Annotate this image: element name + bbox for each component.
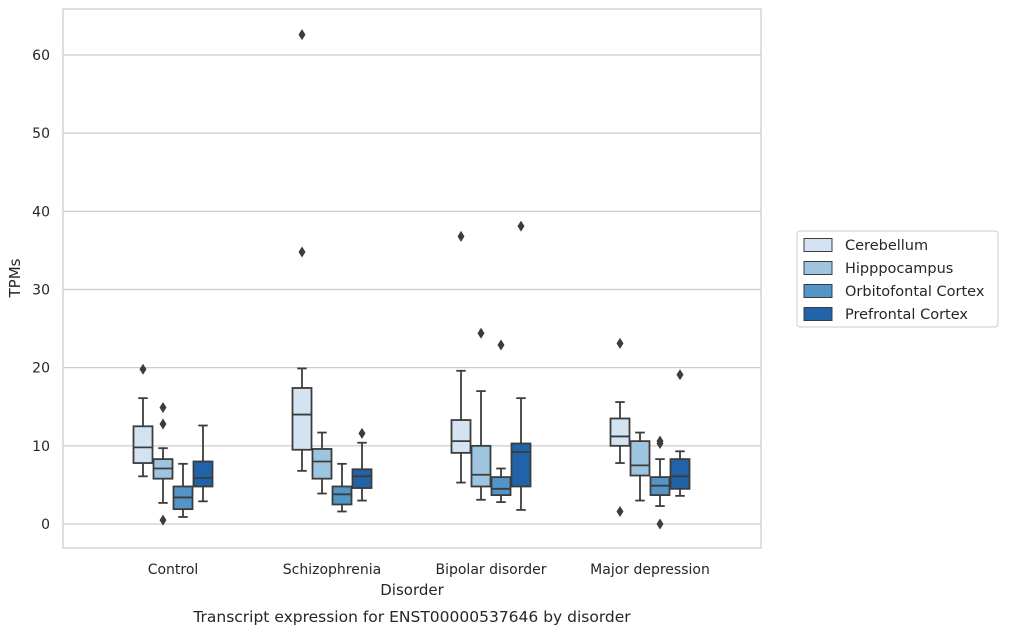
legend-label: Hipppocampus [845, 261, 953, 277]
box-cerebellum [132, 363, 154, 478]
box-body [669, 458, 691, 490]
x-axis-label: Disorder [380, 581, 444, 599]
box-body [609, 417, 631, 447]
y-tick-label: 60 [32, 48, 50, 64]
x-tick-label: Control [148, 562, 199, 578]
y-tick-label: 40 [32, 204, 50, 220]
box-cerebellum [450, 230, 472, 484]
box-body [291, 387, 313, 451]
legend-swatch [803, 307, 833, 321]
legend-label: Cerebellum [845, 238, 928, 254]
outlier-point [656, 518, 664, 530]
x-tick-labels: Control Schizophrenia Bipolar disorder Majo… [148, 562, 710, 578]
outlier-point [477, 327, 485, 339]
outlier-point [616, 505, 624, 517]
x-tick-label: Bipolar disorder [435, 562, 546, 578]
plot-frame [62, 8, 762, 549]
box-prefrontal-cortex [351, 427, 373, 502]
box-plots [132, 29, 691, 530]
box-hipppocampus [470, 327, 492, 501]
outlier-point [358, 427, 366, 439]
y-axis-label: TPMs [6, 258, 24, 298]
box-body [331, 485, 353, 506]
box-body [629, 440, 651, 477]
legend-swatch [803, 261, 833, 275]
box-orbitofontal-cortex [490, 339, 512, 504]
legend-label: Orbitofontal Cortex [845, 284, 985, 300]
box-orbitofontal-cortex [649, 435, 671, 530]
box-prefrontal-cortex [192, 424, 214, 503]
legend-label: Prefrontal Cortex [845, 307, 968, 323]
box-hipppocampus [311, 431, 333, 495]
box-hipppocampus [152, 402, 174, 526]
x-tick-label: Major depression [590, 562, 710, 578]
y-tick-label: 0 [41, 517, 50, 533]
box-hipppocampus [629, 431, 651, 502]
outlier-point [676, 369, 684, 381]
outlier-point [298, 29, 306, 41]
box-body [311, 448, 333, 480]
box-prefrontal-cortex [510, 220, 532, 511]
chart-caption: Transcript expression for ENST0000053764… [192, 608, 631, 626]
outlier-point [517, 220, 525, 232]
outlier-point [298, 246, 306, 258]
box-cerebellum [291, 29, 313, 472]
box-body [490, 476, 512, 496]
outlier-point [497, 339, 505, 351]
x-tick-label: Schizophrenia [283, 562, 381, 578]
y-tick-label: 30 [32, 283, 50, 299]
box-body [510, 442, 532, 488]
outlier-point [616, 337, 624, 349]
box-body [351, 468, 373, 489]
outlier-point [159, 418, 167, 430]
outlier-point [139, 363, 147, 375]
box-body [192, 460, 214, 488]
y-tick-label: 50 [32, 126, 50, 142]
outlier-point [457, 230, 465, 242]
box-orbitofontal-cortex [172, 462, 194, 518]
legend-swatch [803, 284, 833, 298]
outlier-point [159, 514, 167, 526]
box-prefrontal-cortex [669, 369, 691, 497]
box-body [450, 419, 472, 454]
outlier-point [656, 435, 664, 447]
box-body [470, 444, 492, 488]
y-tick-labels: 0 10 20 30 40 50 60 [32, 48, 50, 533]
box-body [132, 425, 154, 464]
box-orbitofontal-cortex [331, 462, 353, 513]
outlier-point [159, 402, 167, 414]
legend-frame [796, 230, 999, 328]
gridlines [63, 54, 761, 525]
y-tick-label: 20 [32, 361, 50, 377]
box-cerebellum [609, 337, 631, 517]
legend-swatch [803, 238, 833, 252]
legend: Cerebellum Hipppocampus Orbitofontal Corte… [796, 230, 999, 328]
y-tick-label: 10 [32, 439, 50, 455]
